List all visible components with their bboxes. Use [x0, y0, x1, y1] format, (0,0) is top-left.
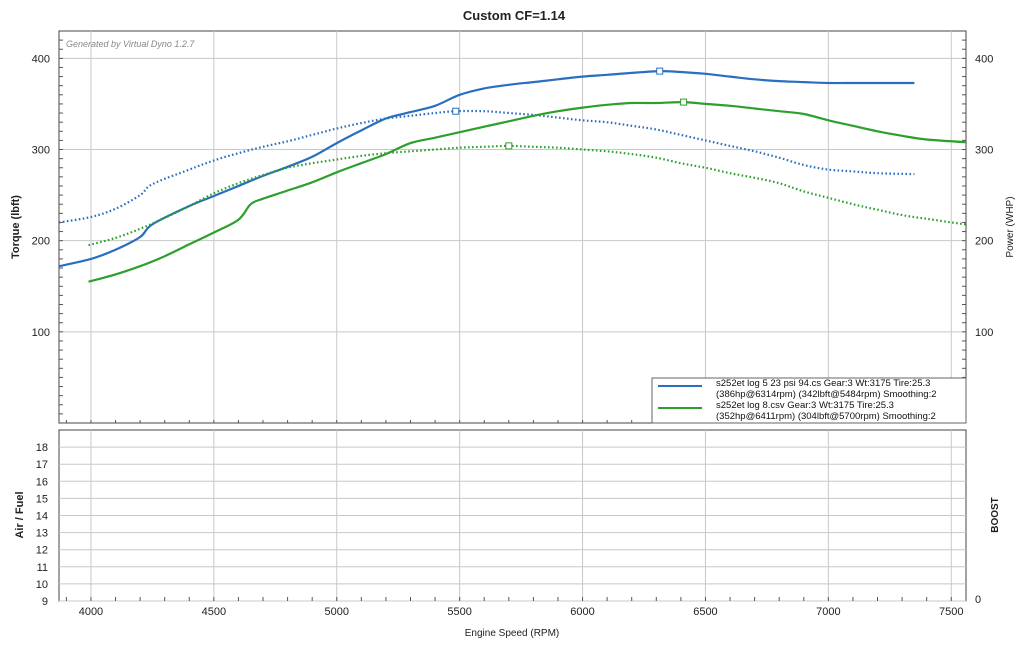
- y-tick-label: 400: [32, 53, 50, 65]
- legend-entry-title: s252et log 8.csv Gear:3 Wt:3175 Tire:25.…: [716, 400, 894, 411]
- airfuel-tick-label: 11: [37, 562, 48, 574]
- run1-power-peak-marker: [656, 67, 664, 75]
- y2-tick-label: 400: [975, 53, 993, 65]
- airfuel-tick-label: 15: [36, 493, 48, 505]
- run1-power-line: [58, 69, 915, 268]
- legend: s252et log 5 23 psi 94.cs Gear:3 Wt:3175…: [651, 377, 967, 424]
- run2-torque-line: [88, 144, 967, 247]
- x-tick-label: 4500: [202, 606, 226, 618]
- chart-title: Custom CF=1.14: [463, 8, 566, 23]
- y2-tick-label: 100: [975, 327, 993, 339]
- x-axis-label: Engine Speed (RPM): [465, 628, 560, 639]
- y2-axis-label-boost: BOOST: [990, 497, 1001, 533]
- airfuel-tick-label: 13: [36, 528, 48, 540]
- y-tick-label: 300: [32, 145, 50, 157]
- torque-power-panel: 100 200 300 400 100 200 300 400 Generated by Vi…: [32, 30, 993, 424]
- y2-tick-label: 300: [975, 145, 993, 157]
- top-grid: [59, 31, 966, 423]
- x-axis-ticks: 4000 4500 5000 5500 6000 6500 7000 7500: [79, 606, 964, 618]
- legend-entry-title: s252et log 5 23 psi 94.cs Gear:3 Wt:3175…: [716, 378, 930, 389]
- y-tick-label: 200: [32, 236, 50, 248]
- x-tick-label: 7500: [939, 606, 963, 618]
- run1-torque-line: [58, 109, 915, 224]
- airfuel-tick-label: 17: [36, 459, 48, 471]
- x-tick-label: 5000: [325, 606, 349, 618]
- airfuel-tick-label: 9: [42, 596, 48, 608]
- run2-power-peak-marker: [680, 98, 688, 106]
- airfuel-tick-label: 12: [36, 545, 48, 557]
- airfuel-tick-label: 18: [36, 442, 48, 454]
- airfuel-tick-label: 10: [36, 579, 48, 591]
- bottom-axis-ticks: 9 10 11 12 13 14 15 16 17 18 0: [36, 442, 981, 608]
- x-tick-label: 4000: [79, 606, 103, 618]
- bottom-grid: [59, 430, 966, 602]
- x-tick-label: 6500: [693, 606, 717, 618]
- top-series: [58, 67, 967, 283]
- x-tick-label: 5500: [447, 606, 471, 618]
- y2-axis-label-power: Power (WHP): [1005, 196, 1016, 257]
- airfuel-boost-panel: 9 10 11 12 13 14 15 16 17 18 0: [36, 429, 981, 608]
- airfuel-tick-label: 14: [36, 511, 48, 523]
- run2-power-line: [88, 100, 967, 283]
- watermark: Generated by Virtual Dyno 1.2.7: [66, 39, 195, 49]
- boost-tick-label: 0: [975, 594, 981, 606]
- legend-entry-detail: (352hp@6411rpm) (304lbft@5700rpm) Smooth…: [716, 411, 936, 422]
- x-tick-label: 7000: [816, 606, 840, 618]
- run2-torque-peak-marker: [505, 142, 513, 150]
- y-tick-label: 100: [32, 327, 50, 339]
- y-axis-label-airfuel: Air / Fuel: [14, 491, 26, 538]
- x-tick-label: 6000: [570, 606, 594, 618]
- legend-entry-detail: (386hp@6314rpm) (342lbft@5484rpm) Smooth…: [716, 389, 937, 400]
- y2-tick-label: 200: [975, 236, 993, 248]
- run1-torque-peak-marker: [452, 107, 460, 115]
- y-axis-label-torque: Torque (lbft): [10, 195, 22, 259]
- top-axis-ticks: 100 200 300 400 100 200 300 400: [32, 39, 993, 423]
- airfuel-tick-label: 16: [36, 476, 48, 488]
